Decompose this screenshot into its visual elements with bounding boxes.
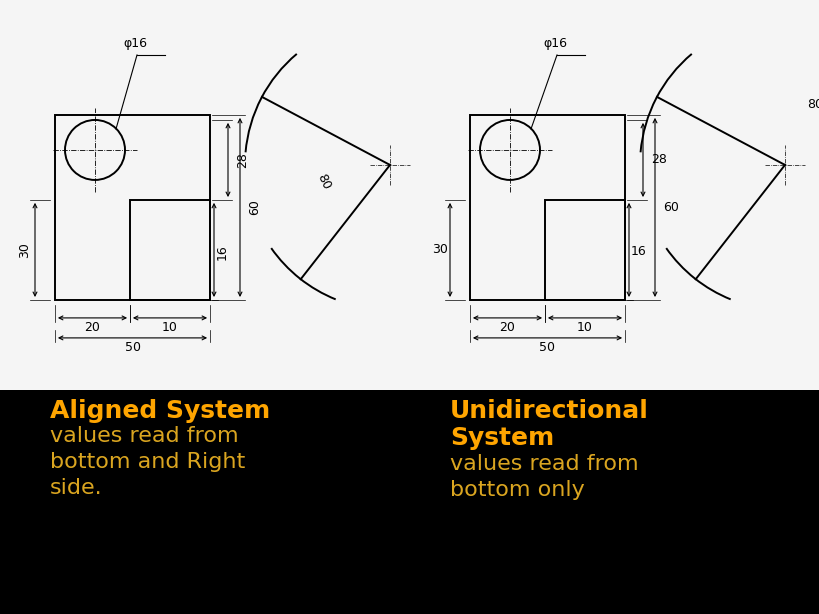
Text: 10: 10 bbox=[577, 321, 593, 335]
Text: 20: 20 bbox=[84, 321, 100, 335]
Text: 50: 50 bbox=[540, 341, 555, 354]
Text: Aligned System: Aligned System bbox=[50, 399, 270, 423]
Text: bottom only: bottom only bbox=[450, 480, 585, 500]
Text: φ16: φ16 bbox=[543, 37, 567, 50]
Text: 50: 50 bbox=[124, 341, 141, 354]
Text: values read from: values read from bbox=[450, 454, 639, 474]
Text: 16: 16 bbox=[631, 246, 647, 258]
Text: Unidirectional: Unidirectional bbox=[450, 399, 649, 423]
Text: φ16: φ16 bbox=[123, 37, 147, 50]
Text: 20: 20 bbox=[499, 321, 515, 335]
Text: side.: side. bbox=[50, 478, 102, 498]
Text: bottom and Right: bottom and Right bbox=[50, 452, 245, 472]
Text: 10: 10 bbox=[162, 321, 178, 335]
Text: 80: 80 bbox=[314, 171, 333, 192]
Text: 30: 30 bbox=[19, 242, 31, 258]
Bar bbox=[55, 115, 210, 300]
Bar bbox=[470, 115, 625, 300]
Text: 80: 80 bbox=[807, 98, 819, 112]
Text: 60: 60 bbox=[663, 201, 679, 214]
Text: 28: 28 bbox=[236, 152, 249, 168]
Bar bbox=[130, 200, 210, 300]
Text: values read from: values read from bbox=[50, 426, 238, 446]
Text: System: System bbox=[450, 426, 554, 450]
Bar bbox=[545, 200, 625, 300]
Text: 60: 60 bbox=[248, 200, 261, 216]
Text: 30: 30 bbox=[432, 243, 448, 257]
Text: 28: 28 bbox=[651, 154, 667, 166]
Text: 16: 16 bbox=[216, 244, 229, 260]
